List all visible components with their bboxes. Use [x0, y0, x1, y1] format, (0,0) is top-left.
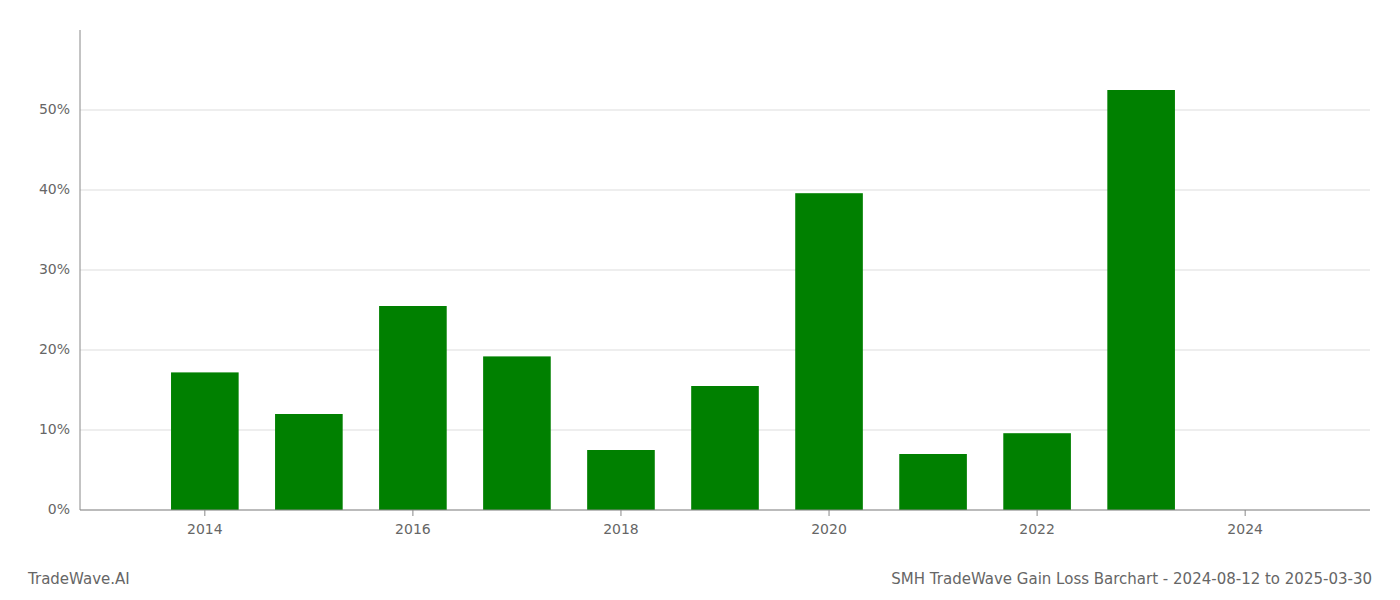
x-tick — [1037, 510, 1038, 516]
y-tick-label: 0% — [48, 501, 70, 517]
grid-line — [80, 510, 1370, 511]
bar — [587, 450, 655, 510]
x-tick-label: 2014 — [187, 521, 223, 537]
y-tick-label: 20% — [39, 341, 70, 357]
grid — [80, 110, 1370, 510]
bar — [483, 356, 551, 510]
bar — [1003, 433, 1071, 510]
x-tick — [620, 510, 621, 516]
x-axis-line — [80, 510, 1370, 511]
y-tick-label: 50% — [39, 101, 70, 117]
bar — [691, 386, 759, 510]
y-tick-label: 30% — [39, 261, 70, 277]
grid-line — [80, 110, 1370, 111]
x-tick-label: 2022 — [1019, 521, 1055, 537]
x-tick-label: 2020 — [811, 521, 847, 537]
grid-line — [80, 190, 1370, 191]
x-tick-label: 2024 — [1227, 521, 1263, 537]
x-tick-label: 2016 — [395, 521, 431, 537]
x-tick-label: 2018 — [603, 521, 639, 537]
bar — [1107, 90, 1175, 510]
bar — [171, 372, 239, 510]
y-axis: 0% 10% 20% 30% 40% 50% — [39, 30, 80, 517]
x-tick — [204, 510, 205, 516]
x-tick — [829, 510, 830, 516]
y-axis-line — [80, 30, 81, 510]
bar — [899, 454, 967, 510]
grid-line — [80, 350, 1370, 351]
x-axis: 2014 2016 2018 2020 2022 2024 — [80, 510, 1370, 537]
chart-svg: 0% 10% 20% 30% 40% 50% 2014 2016 2018 2020 2022 202… — [0, 0, 1400, 600]
title: SMH TradeWave Gain Loss Barchart - 2024-… — [891, 570, 1372, 588]
chart-container: 0% 10% 20% 30% 40% 50% 2014 2016 2018 2020 2022 202… — [0, 0, 1400, 600]
y-tick-label: 10% — [39, 421, 70, 437]
x-tick — [1245, 510, 1246, 516]
y-tick-label: 40% — [39, 181, 70, 197]
bar — [275, 414, 343, 510]
grid-line — [80, 270, 1370, 271]
bar — [379, 306, 447, 510]
bar — [795, 193, 863, 510]
bars — [171, 90, 1175, 510]
x-tick — [412, 510, 413, 516]
watermark: TradeWave.AI — [27, 570, 130, 588]
